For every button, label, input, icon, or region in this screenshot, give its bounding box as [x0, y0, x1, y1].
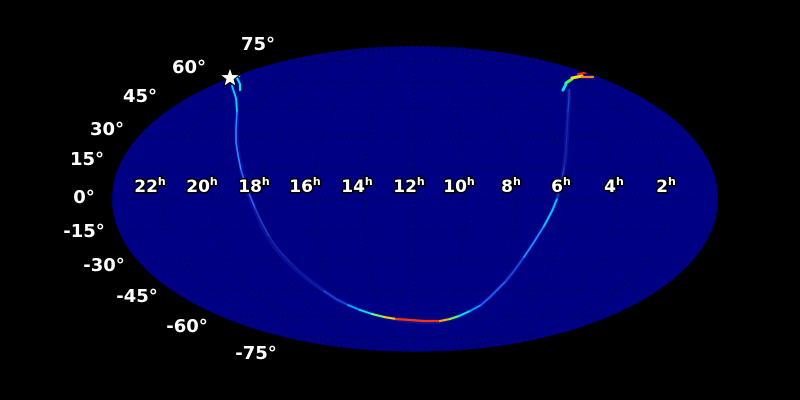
- localization-ring-segment: [371, 313, 385, 318]
- localization-ring-segment: [235, 76, 242, 92]
- dec-tick-label-15deg: 15°: [70, 149, 104, 170]
- localization-ring-segment: [543, 198, 558, 227]
- ra-tick-label-20h: 20h: [186, 175, 218, 197]
- localization-ring-segment: [561, 82, 568, 92]
- dec-tick-label-30deg: 30°: [90, 119, 124, 140]
- ra-tick-label-18h: 18h: [238, 175, 270, 197]
- graticule-meridian-5: [414, 46, 668, 352]
- localization-ring-segment: [439, 318, 451, 322]
- localization-ring-segment: [564, 77, 574, 85]
- ra-tick-label-4h: 4h: [604, 175, 624, 197]
- ra-tick-label-16h: 16h: [289, 175, 321, 197]
- localization-ring-segment: [480, 281, 506, 306]
- sky-ellipse: [112, 46, 718, 352]
- localization-ring-segment: [570, 74, 584, 80]
- dec-tick-label-60deg: 60°: [172, 57, 206, 78]
- dec-tick-label--30deg: -30°: [83, 255, 125, 276]
- graticule-meridian--5: [162, 46, 416, 352]
- ra-tick-label-14h: 14h: [341, 175, 373, 197]
- ra-tick-label-6h: 6h: [551, 175, 571, 197]
- dec-tick-label--15deg: -15°: [63, 221, 105, 242]
- localization-ring-segment: [394, 317, 442, 323]
- localization-ring-segment: [347, 304, 361, 311]
- ra-tick-label-22h: 22h: [134, 175, 166, 197]
- localization-ring-segment: [254, 207, 270, 237]
- localization-ring-segment: [235, 111, 242, 171]
- localization-ring-segment: [563, 111, 569, 169]
- localization-ring-segment: [231, 85, 238, 113]
- dec-tick-label--60deg: -60°: [166, 316, 208, 337]
- localization-ring-segment: [383, 316, 397, 320]
- localization-ring-segment: [523, 225, 545, 258]
- localization-ring-segment: [359, 309, 373, 315]
- star-marker: [218, 66, 242, 88]
- localization-ring-segment: [469, 304, 482, 312]
- graticule-meridian-4: [414, 46, 618, 352]
- localization-ring-segment: [556, 167, 565, 200]
- ra-tick-label-8h: 8h: [501, 175, 521, 197]
- localization-ring-segment: [268, 235, 290, 262]
- dec-tick-label--75deg: -75°: [235, 343, 277, 364]
- localization-ring-segment: [567, 89, 570, 113]
- ra-tick-label-10h: 10h: [443, 175, 475, 197]
- dec-tick-label-75deg: 75°: [241, 34, 275, 55]
- localization-ring-segment: [449, 315, 460, 320]
- ra-tick-label-12h: 12h: [393, 175, 425, 197]
- localization-ring-segment: [504, 256, 525, 283]
- localization-ring-segment: [323, 290, 349, 306]
- dec-tick-label--45deg: -45°: [116, 286, 158, 307]
- ra-tick-label-2h: 2h: [656, 175, 676, 197]
- localization-ring-segment: [240, 169, 256, 209]
- dec-tick-label-0deg: 0°: [73, 187, 95, 208]
- dec-tick-label-45deg: 45°: [123, 86, 157, 107]
- map-content: [112, 46, 718, 352]
- localization-ring-segment: [288, 260, 325, 292]
- localization-ring-segment: [458, 310, 471, 317]
- graticule-meridian--4: [212, 46, 416, 352]
